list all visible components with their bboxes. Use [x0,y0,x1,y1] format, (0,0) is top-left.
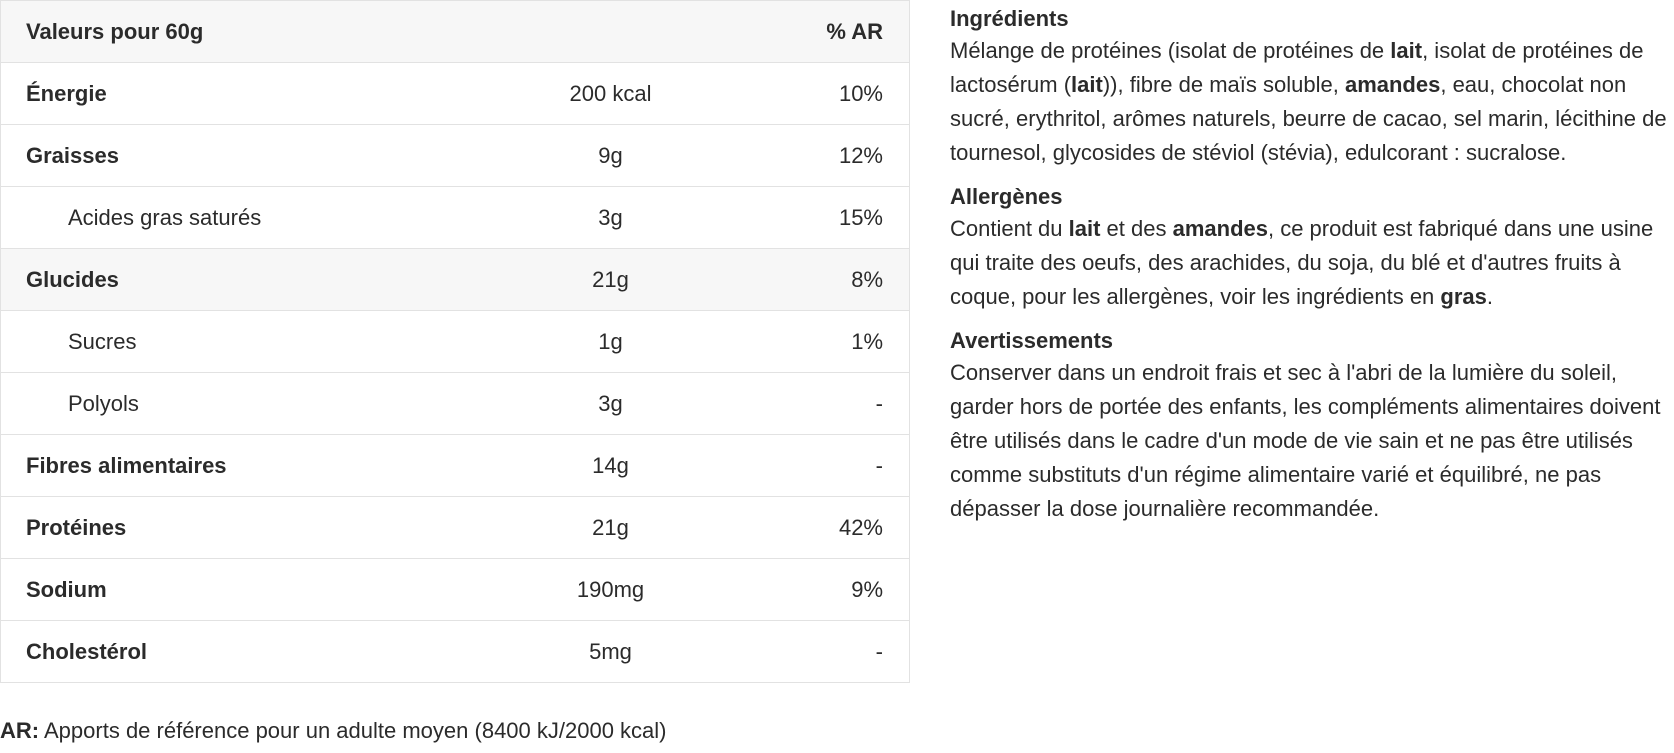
ar-footnote: AR: Apports de référence pour un adulte … [0,718,667,744]
table-row: Protéines 21g 42% [0,496,910,559]
row-ar: - [750,620,910,683]
row-name: Fibres alimentaires [0,434,471,497]
nutrition-table: Valeurs pour 60g % AR Énergie 200 kcal 1… [0,0,910,683]
ingredients-section: Ingrédients Mélange de protéines (isolat… [950,4,1674,170]
row-ar: 15% [750,186,910,249]
row-name: Protéines [0,496,471,559]
row-value: 9g [470,124,751,187]
header-value [470,0,751,63]
allergens-text-part: et des [1100,216,1173,241]
allergens-text-part: . [1486,284,1494,309]
ingredients-bold-part: lait [1071,72,1103,97]
row-value: 200 kcal [470,62,751,125]
row-name: Sodium [0,558,471,621]
table-row: Fibres alimentaires 14g - [0,434,910,497]
allergens-text-part: , ce produit est fabriqué dans une usine… [950,216,1654,309]
table-row: Acides gras saturés 3g 15% [0,186,910,249]
footnote-text: Apports de référence pour un adulte moye… [39,718,667,743]
ingredients-title: Ingrédients [950,6,1069,31]
row-value: 1g [470,310,751,373]
row-value: 3g [470,372,751,435]
allergens-bold-part: lait [1068,216,1101,241]
table-header-row: Valeurs pour 60g % AR [0,0,910,63]
row-value: 21g [470,496,751,559]
ingredients-bold-part: lait [1390,38,1423,63]
table-row: Graisses 9g 12% [0,124,910,187]
row-value: 14g [470,434,751,497]
row-ar: 10% [750,62,910,125]
row-name: Glucides [0,248,471,311]
allergens-bold-part: amandes [1172,216,1268,241]
product-info: Ingrédients Mélange de protéines (isolat… [950,4,1674,538]
row-name: Énergie [0,62,471,125]
ingredients-text-part: , eau, chocolat non sucré, erythritol, a… [950,72,1667,165]
header-label: Valeurs pour 60g [0,0,471,63]
ingredients-text: Mélange de protéines (isolat de protéine… [950,34,1674,170]
table-row: Cholestérol 5mg - [0,620,910,683]
row-ar: 1% [750,310,910,373]
row-value: 190mg [470,558,751,621]
ingredients-text-part: , isolat de protéines de lactosérum ( [950,38,1644,97]
row-ar: 9% [750,558,910,621]
table-row: Sodium 190mg 9% [0,558,910,621]
table-row: Glucides 21g 8% [0,248,910,311]
row-name: Acides gras saturés [0,186,471,249]
row-name: Sucres [0,310,471,373]
ingredients-text-part: )), fibre de maïs soluble, [1102,72,1345,97]
header-ar: % AR [750,0,910,63]
warnings-section: Avertissements Conserver dans un endroit… [950,326,1674,526]
table-row: Sucres 1g 1% [0,310,910,373]
ingredients-text-part: Mélange de protéines (isolat de protéine… [950,38,1391,63]
row-value: 21g [470,248,751,311]
allergens-text: Contient du lait et des amandes, ce prod… [950,212,1674,314]
table-row: Polyols 3g - [0,372,910,435]
row-name: Graisses [0,124,471,187]
allergens-text-part: Contient du [950,216,1069,241]
warnings-text: Conserver dans un endroit frais et sec à… [950,360,1661,521]
ingredients-bold-part: amandes [1344,72,1441,97]
row-ar: - [750,372,910,435]
row-ar: - [750,434,910,497]
row-ar: 8% [750,248,910,311]
allergens-bold-part: gras [1440,284,1487,309]
row-name: Cholestérol [0,620,471,683]
row-value: 5mg [470,620,751,683]
row-value: 3g [470,186,751,249]
footnote-label: AR: [0,718,40,743]
warnings-title: Avertissements [950,328,1114,353]
allergens-title: Allergènes [950,184,1063,209]
allergens-section: Allergènes Contient du lait et des amand… [950,182,1674,314]
table-row: Énergie 200 kcal 10% [0,62,910,125]
row-name: Polyols [0,372,471,435]
row-ar: 42% [750,496,910,559]
row-ar: 12% [750,124,910,187]
